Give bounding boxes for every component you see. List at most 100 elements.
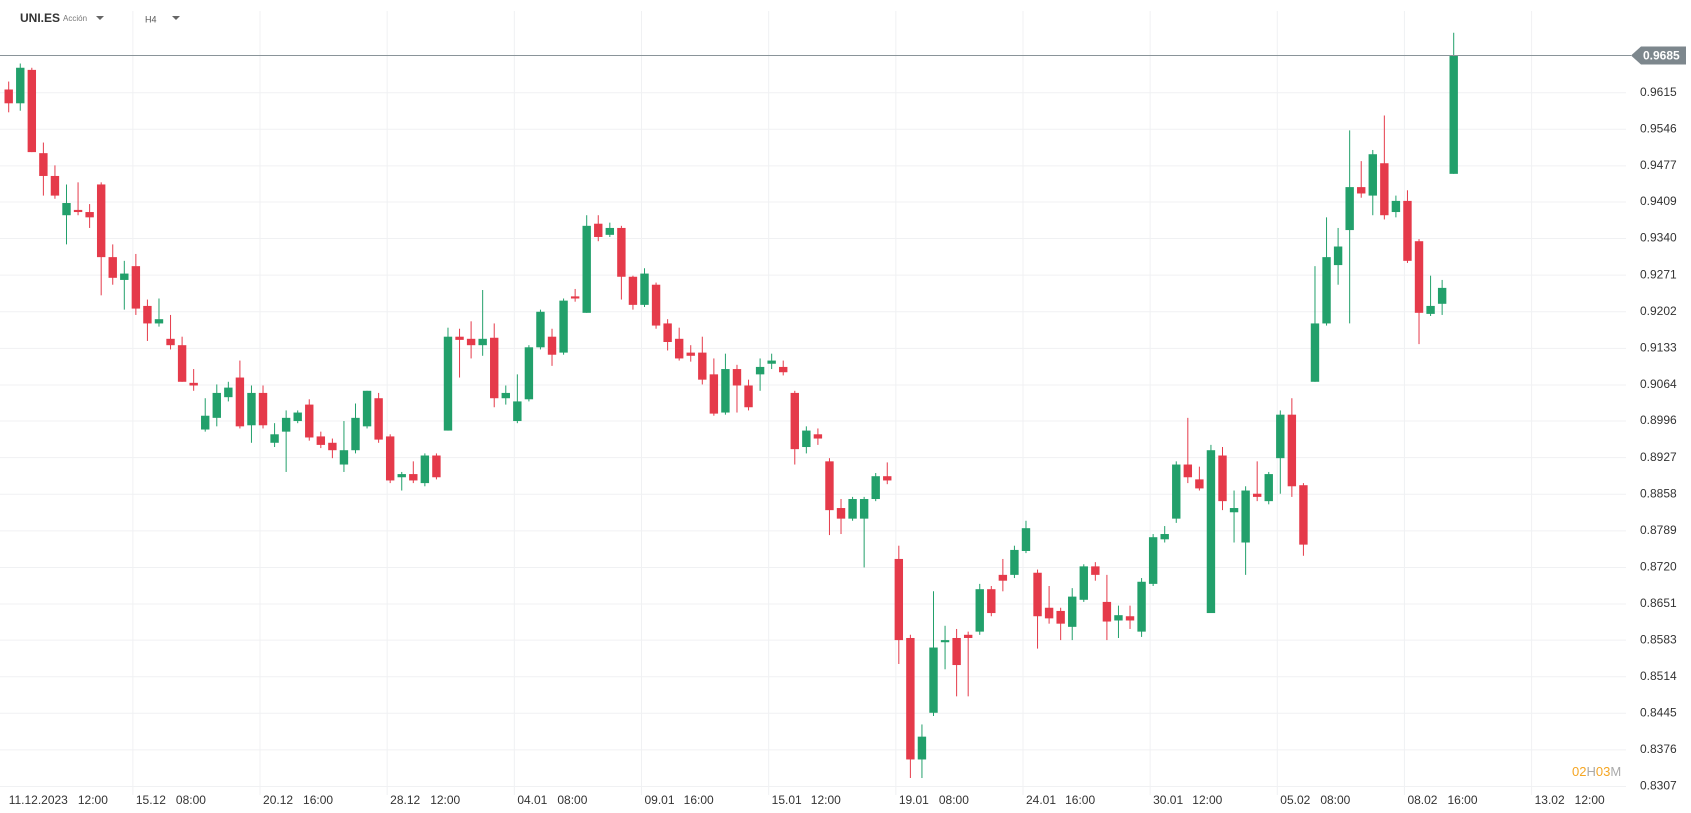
candle-body (1276, 414, 1285, 459)
y-tick-label: 0.8927 (1640, 450, 1677, 464)
candle-body (1148, 537, 1158, 584)
y-tick-label: 0.9477 (1640, 158, 1677, 172)
x-time: 16:00 (1065, 793, 1095, 807)
y-tick-label: 0.8858 (1640, 486, 1677, 500)
y-tick-label: 0.9340 (1640, 231, 1677, 245)
x-date: 19.01 (899, 793, 929, 807)
x-time: 12:00 (1575, 793, 1605, 807)
y-tick-label: 0.8789 (1640, 523, 1677, 537)
candle-body (1299, 485, 1308, 545)
candle-body (1229, 508, 1239, 513)
candle-body (212, 392, 221, 418)
candle-body (189, 382, 198, 386)
candle-body (96, 184, 106, 258)
countdown-minutes: 03 (1596, 764, 1610, 779)
candle-body (940, 640, 950, 643)
candle-body (1449, 55, 1458, 174)
candle-body (894, 558, 904, 641)
candle-body (1033, 572, 1042, 617)
candle-body (85, 212, 94, 218)
candle-body (1137, 581, 1146, 632)
candle-body (1252, 493, 1262, 497)
candle-body (686, 352, 695, 356)
candle-body (1437, 287, 1447, 304)
candle-body (16, 67, 25, 104)
candle-body (258, 392, 268, 426)
candle-body (605, 227, 615, 235)
candle-body (767, 360, 776, 364)
candle-body (779, 366, 788, 373)
candle-body (1287, 414, 1297, 487)
candle-body (1403, 200, 1412, 261)
candle-body (177, 345, 187, 382)
candle-body (975, 589, 984, 632)
x-time: 16:00 (303, 793, 333, 807)
candle-body (1345, 187, 1354, 231)
x-time: 12:00 (78, 793, 108, 807)
candle-body (594, 223, 603, 237)
candle-body (802, 430, 811, 448)
y-tick-label: 0.8583 (1640, 632, 1677, 646)
y-tick-label: 0.8514 (1640, 669, 1677, 683)
candle-body (1380, 163, 1389, 216)
x-tick-label: 19.01 08:00 (899, 793, 969, 807)
timeframe[interactable]: H4 (145, 14, 157, 24)
x-date: 20.12 (263, 793, 293, 807)
candle-body (674, 338, 684, 359)
candle-body (73, 209, 83, 213)
candle-body (397, 474, 406, 478)
candle-body (247, 392, 256, 426)
candle-body (559, 300, 568, 353)
candle-body (813, 434, 823, 439)
x-tick-label: 13.02 12:00 (1535, 793, 1605, 807)
candle-body (836, 508, 846, 519)
candle-body (513, 401, 522, 422)
candle-body (1079, 566, 1088, 600)
candle-body (906, 637, 915, 760)
candle-body (432, 455, 441, 478)
candle-body (1056, 610, 1065, 624)
candle-body (1091, 566, 1100, 575)
timeframe-dropdown[interactable] (172, 16, 180, 20)
candle-body (362, 390, 372, 427)
y-tick-label: 0.8720 (1640, 560, 1677, 574)
candle-body (1021, 528, 1031, 551)
x-time: 08:00 (557, 793, 587, 807)
candle-body (4, 89, 13, 104)
candle-body (409, 474, 418, 481)
x-date: 13.02 (1535, 793, 1565, 807)
x-tick-label: 15.12 08:00 (136, 793, 206, 807)
x-time: 12:00 (430, 793, 460, 807)
candle-body (744, 385, 753, 408)
candle-body (628, 276, 638, 305)
countdown-m: M (1610, 764, 1621, 779)
candle-body (420, 455, 430, 484)
candle-body (131, 266, 141, 309)
candle-body (987, 589, 996, 614)
candle-body (1195, 479, 1204, 489)
candle-body (1010, 549, 1019, 575)
candle-body (385, 436, 395, 481)
candle-body (339, 450, 349, 465)
candle-body (1160, 534, 1169, 540)
x-date: 11.12.2023 (9, 793, 68, 807)
symbol[interactable]: UNI.ES (20, 11, 60, 25)
candle-body (732, 369, 742, 386)
candle-body (1241, 490, 1250, 543)
y-tick-label: 0.9615 (1640, 85, 1677, 99)
candle-body (859, 499, 869, 519)
candle-body (316, 436, 326, 445)
candle-body (1333, 246, 1343, 266)
y-tick-label: 0.8376 (1640, 742, 1677, 756)
y-tick-label: 0.8307 (1640, 779, 1677, 793)
candle-body (455, 336, 464, 340)
candle-body (1310, 323, 1320, 382)
candle-body (1183, 464, 1193, 478)
candle-body (547, 336, 557, 355)
x-tick-label: 08.02 16:00 (1407, 793, 1477, 807)
candle-body (917, 736, 927, 760)
symbol-dropdown[interactable] (96, 16, 104, 20)
x-tick-label: 09.01 16:00 (645, 793, 714, 807)
last-price-label: 0.9685 (1643, 49, 1680, 63)
candle-body (1044, 607, 1054, 619)
